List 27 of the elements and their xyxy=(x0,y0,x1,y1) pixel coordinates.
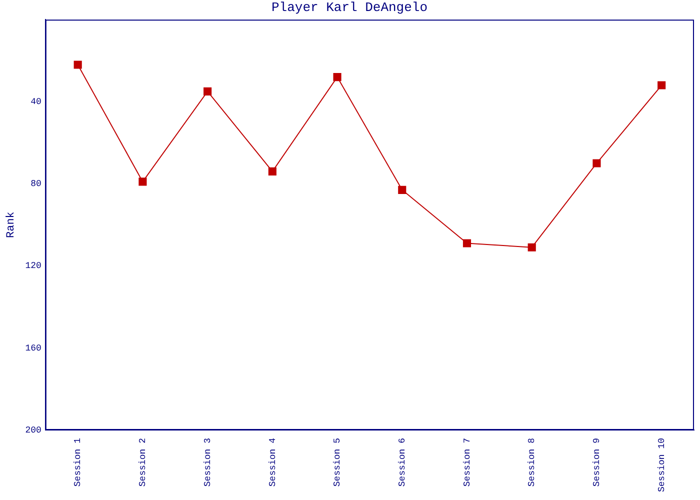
point xyxy=(74,60,82,69)
x-tick-label: Session 9 xyxy=(592,438,602,487)
x-tick-label: Session 6 xyxy=(398,438,408,487)
x-tick-label: Session 5 xyxy=(332,438,343,487)
y-tick-label: 160 xyxy=(25,343,42,354)
point xyxy=(138,178,147,186)
point xyxy=(398,186,406,194)
point xyxy=(528,243,536,252)
x-tick-label: Session 1 xyxy=(73,438,84,487)
x-tick-label: Session 2 xyxy=(138,438,148,487)
x-tick-label: Session 8 xyxy=(527,438,538,487)
x-tick-label: Session 7 xyxy=(462,438,472,487)
point xyxy=(204,87,212,96)
y-tick-label: 80 xyxy=(30,179,42,190)
x-tick-label: Session 3 xyxy=(202,438,213,487)
y-axis-title: Rank xyxy=(6,211,18,238)
point xyxy=(658,81,666,90)
y-tick-label: 200 xyxy=(25,425,42,436)
chart-title: Player Karl DeAngelo xyxy=(271,0,428,16)
point xyxy=(592,159,601,168)
x-tick-label: Session 10 xyxy=(656,438,667,492)
y-tick-label: 40 xyxy=(30,97,42,108)
point xyxy=(462,239,472,248)
x-tick-label: Session 4 xyxy=(268,438,278,487)
point xyxy=(268,167,276,176)
point xyxy=(333,73,342,82)
y-tick-label: 120 xyxy=(25,261,42,272)
